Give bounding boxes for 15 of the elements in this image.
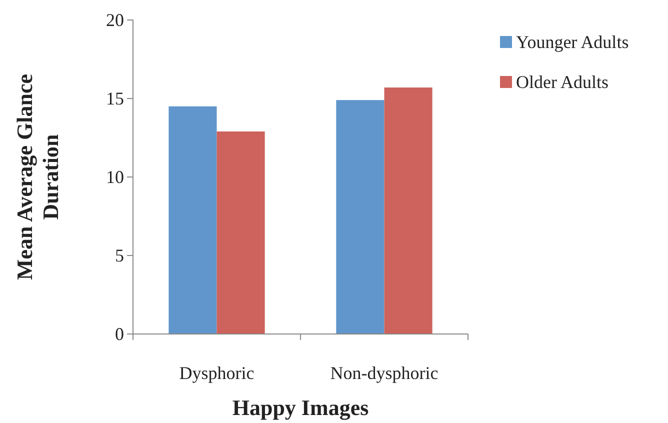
legend-label: Older Adults: [516, 72, 608, 92]
bar: [336, 100, 384, 334]
legend-label: Younger Adults: [516, 32, 629, 52]
x-tick-label: Non-dysphoric: [330, 363, 438, 383]
bar: [168, 106, 217, 334]
bar: [216, 131, 265, 334]
y-tick-label: 0: [115, 324, 124, 344]
y-tick-label: 20: [106, 10, 124, 30]
x-tick-label: Dysphoric: [179, 363, 254, 383]
y-axis-title: Mean Average Glance Duration: [12, 74, 63, 280]
y-tick-label: 15: [106, 88, 124, 108]
x-axis-title: Happy Images: [232, 395, 370, 420]
y-tick-label: 10: [106, 166, 124, 187]
bar: [384, 88, 432, 334]
y-tick-label: 5: [115, 245, 124, 266]
